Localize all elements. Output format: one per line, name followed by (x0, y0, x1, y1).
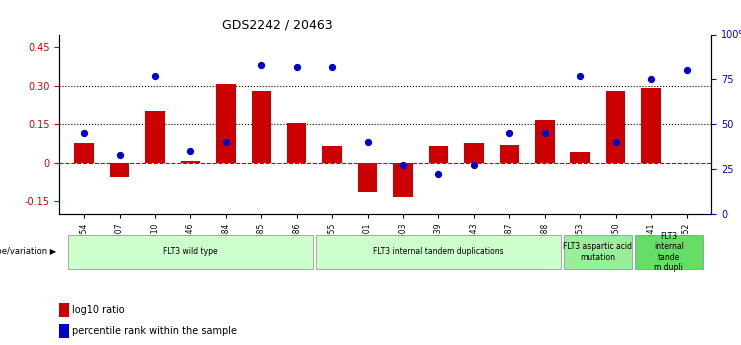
Bar (216, 85, 236, 162)
Point (326, 64, 338, 70)
Bar (393, 162, 413, 197)
Bar (181, 161, 200, 162)
Point (78, 130, 90, 136)
Bar (499, 145, 519, 162)
Bar (145, 111, 165, 162)
Bar (606, 91, 625, 162)
Point (290, 64, 302, 70)
Bar (429, 146, 448, 162)
Text: FLT3
internal
tande
m dupli: FLT3 internal tande m dupli (654, 232, 684, 272)
Text: FLT3 wild type: FLT3 wild type (163, 247, 218, 256)
Bar (464, 144, 484, 162)
Bar (358, 162, 377, 192)
Text: log10 ratio: log10 ratio (73, 305, 125, 315)
Text: FLT3 internal tandem duplications: FLT3 internal tandem duplications (373, 247, 504, 256)
Point (149, 73, 161, 79)
Point (256, 62, 268, 68)
Point (574, 73, 586, 79)
Point (681, 68, 693, 73)
Point (433, 172, 445, 177)
Bar (322, 146, 342, 162)
Point (220, 139, 232, 145)
Point (610, 139, 622, 145)
Bar (571, 152, 590, 162)
Point (503, 130, 515, 136)
Text: genotype/variation ▶: genotype/variation ▶ (0, 247, 56, 256)
Bar (251, 91, 271, 162)
Bar (642, 88, 661, 162)
Bar (59, 324, 69, 338)
Bar (59, 303, 69, 317)
FancyBboxPatch shape (565, 235, 631, 269)
Bar (74, 144, 94, 162)
Point (362, 139, 373, 145)
FancyBboxPatch shape (316, 235, 561, 269)
Bar (287, 123, 307, 162)
Point (468, 163, 480, 168)
Point (113, 152, 125, 157)
Text: FLT3 aspartic acid
mutation: FLT3 aspartic acid mutation (563, 242, 633, 262)
Point (397, 163, 409, 168)
Text: GDS2242 / 20463: GDS2242 / 20463 (222, 19, 333, 32)
Point (539, 130, 551, 136)
Text: percentile rank within the sample: percentile rank within the sample (73, 326, 237, 336)
Bar (110, 162, 129, 177)
Point (645, 77, 657, 82)
Point (185, 148, 196, 154)
FancyBboxPatch shape (68, 235, 313, 269)
Bar (535, 120, 554, 162)
FancyBboxPatch shape (635, 235, 702, 269)
